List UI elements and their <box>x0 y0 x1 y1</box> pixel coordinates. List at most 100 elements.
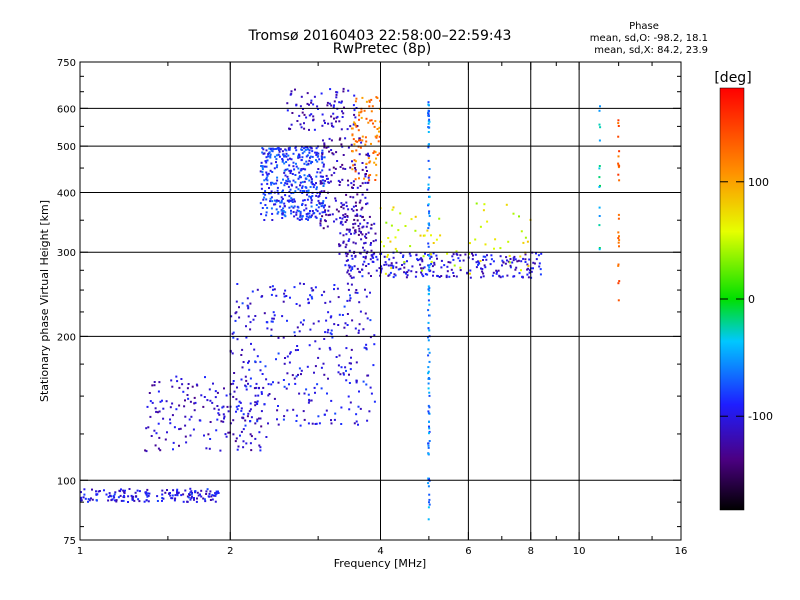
data-point <box>427 506 430 509</box>
data-point <box>428 430 431 433</box>
data-point <box>341 145 344 148</box>
data-point <box>342 234 345 237</box>
data-point <box>337 371 340 374</box>
data-point <box>185 441 188 444</box>
data-point <box>366 188 369 191</box>
data-point <box>112 495 115 498</box>
data-point <box>298 176 301 179</box>
data-point <box>192 497 195 500</box>
data-point <box>156 500 159 502</box>
data-point <box>328 102 331 105</box>
data-point <box>427 348 430 351</box>
data-point <box>333 100 336 103</box>
data-point <box>362 256 365 258</box>
data-point <box>305 218 308 220</box>
data-point <box>174 497 177 500</box>
data-point <box>372 364 375 367</box>
data-point <box>187 383 190 385</box>
data-point <box>344 252 347 255</box>
data-point <box>355 381 358 384</box>
data-point <box>319 224 322 227</box>
data-point <box>288 206 291 209</box>
data-point <box>345 193 348 196</box>
data-point <box>273 314 276 317</box>
data-point <box>427 146 430 149</box>
data-point <box>302 410 305 413</box>
data-point <box>479 260 482 262</box>
data-point <box>302 167 305 170</box>
data-point <box>324 210 326 213</box>
data-point <box>351 127 354 130</box>
data-point <box>335 356 338 358</box>
data-point <box>502 261 505 264</box>
data-point <box>314 391 316 394</box>
data-point <box>263 312 266 315</box>
data-point <box>250 416 253 419</box>
data-point <box>312 212 315 215</box>
data-point <box>427 370 430 373</box>
data-point <box>375 96 378 99</box>
data-point <box>361 268 364 271</box>
data-point <box>312 118 315 121</box>
data-point <box>333 117 335 120</box>
data-point <box>308 151 311 154</box>
data-point <box>307 218 309 221</box>
data-point <box>315 159 317 162</box>
data-point <box>483 203 486 206</box>
data-point <box>227 410 230 413</box>
data-point <box>427 242 430 245</box>
data-point <box>224 433 227 436</box>
data-point <box>263 403 266 406</box>
data-point <box>331 213 334 216</box>
data-point <box>238 306 240 309</box>
data-point <box>430 255 433 258</box>
data-point <box>239 401 242 404</box>
data-point <box>427 354 430 357</box>
data-point <box>146 495 149 498</box>
data-point <box>322 175 324 178</box>
data-point <box>259 369 262 372</box>
data-point <box>359 214 362 217</box>
data-point <box>312 186 315 189</box>
data-point <box>352 276 355 279</box>
data-point <box>455 275 458 278</box>
data-point <box>427 309 430 312</box>
data-point <box>432 252 435 255</box>
data-point <box>341 178 344 181</box>
data-point <box>428 270 431 273</box>
colorbar-tick-label: -100 <box>748 410 773 423</box>
data-point <box>261 170 264 173</box>
data-point <box>88 499 91 502</box>
chart-title: Tromsø 20160403 22:58:00–22:59:43 <box>248 28 512 44</box>
data-point <box>278 150 281 153</box>
data-point <box>406 274 409 277</box>
data-point <box>480 276 483 279</box>
data-point <box>161 399 163 402</box>
data-point <box>414 215 417 218</box>
data-point <box>302 190 304 192</box>
data-point <box>298 114 301 117</box>
data-point <box>296 209 299 212</box>
data-point <box>220 420 223 423</box>
data-point <box>265 165 268 168</box>
data-point <box>299 105 302 108</box>
data-point <box>433 261 436 264</box>
data-point <box>315 147 318 150</box>
data-point <box>149 400 152 403</box>
data-point <box>308 398 311 401</box>
data-point <box>310 181 313 184</box>
data-point <box>617 119 620 122</box>
data-point <box>299 214 302 217</box>
data-point <box>296 217 299 220</box>
data-point <box>194 401 197 404</box>
data-point <box>524 253 527 256</box>
data-point <box>378 267 381 270</box>
data-point <box>295 303 298 305</box>
data-point <box>202 497 205 500</box>
data-point <box>429 257 431 260</box>
data-point <box>286 168 289 171</box>
data-point <box>344 322 347 325</box>
data-point <box>349 297 352 300</box>
data-point <box>308 175 311 178</box>
data-point <box>364 136 367 139</box>
